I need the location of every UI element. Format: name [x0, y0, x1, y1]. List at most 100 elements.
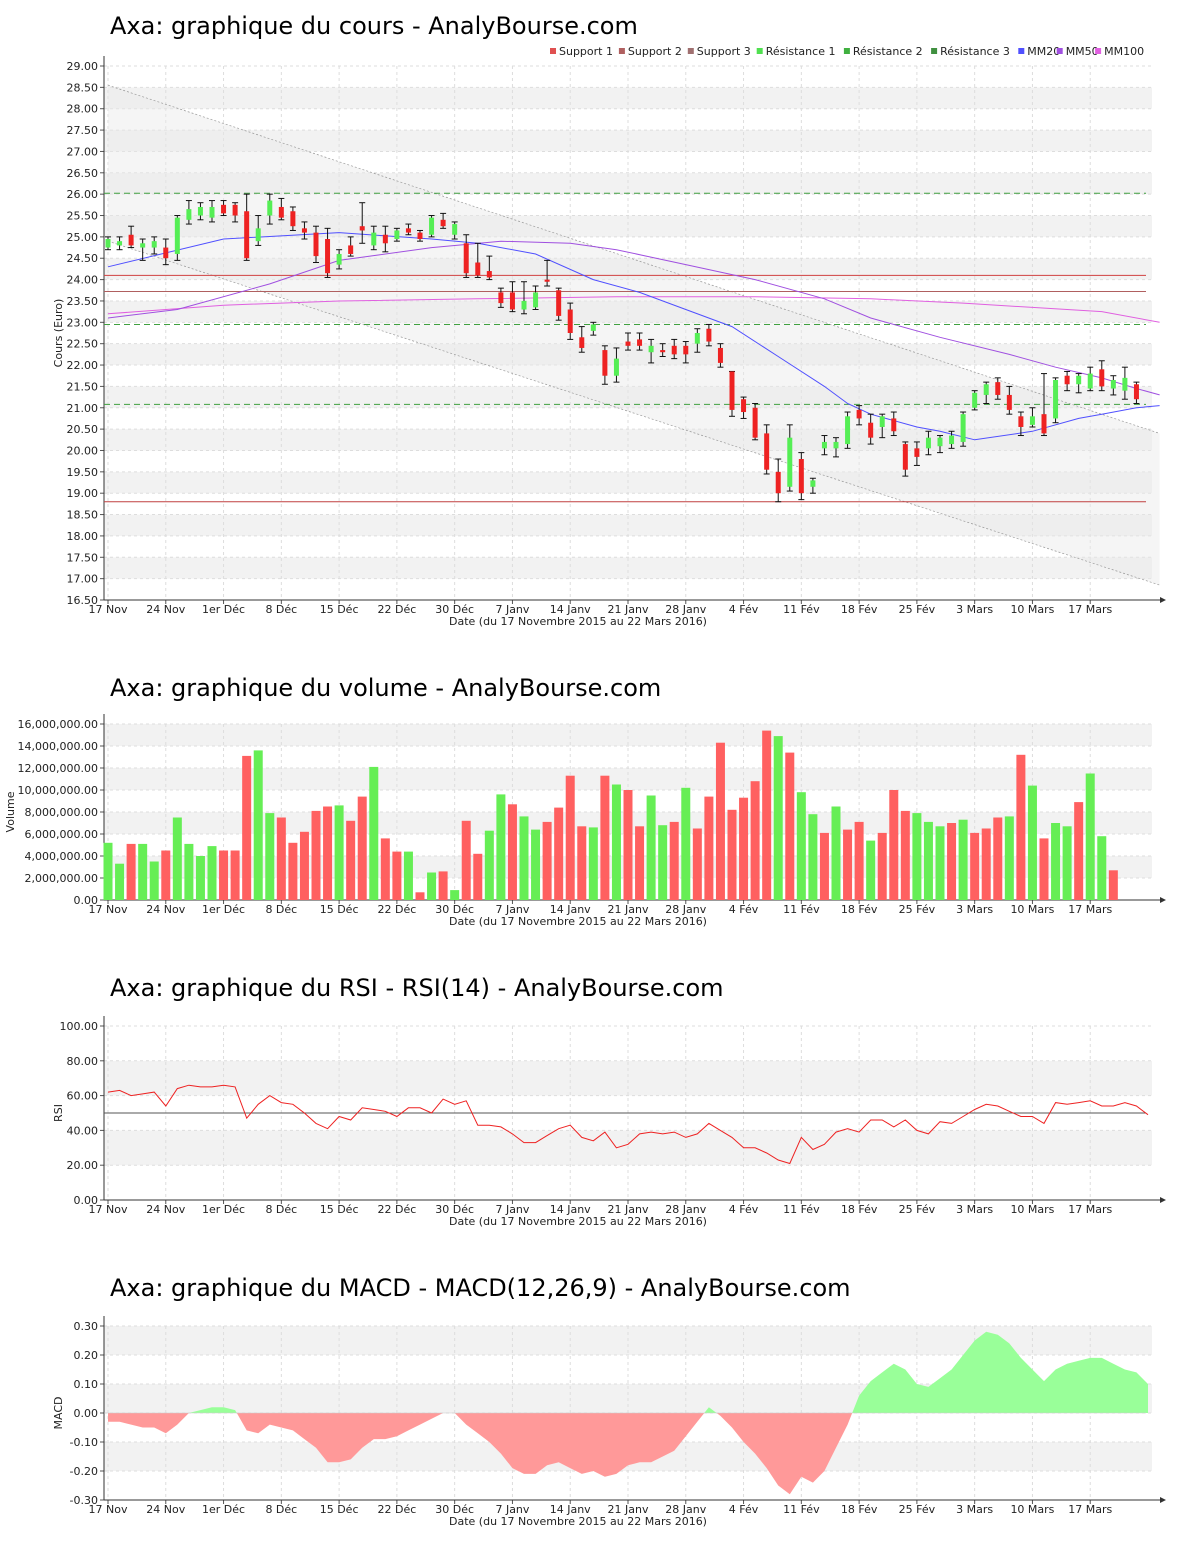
- volume-bar: [346, 820, 356, 900]
- candle-body: [463, 243, 469, 274]
- candle-body: [613, 358, 619, 376]
- volume-bar: [588, 827, 598, 900]
- y-tick-label: 0.20: [74, 1349, 99, 1362]
- candle-body: [197, 206, 203, 216]
- grid-band: [104, 1026, 1152, 1061]
- volume-bar: [704, 796, 714, 900]
- grid-band: [104, 172, 1152, 195]
- x-tick-label: 25 Fév: [899, 903, 936, 916]
- volume-bar: [1027, 785, 1037, 900]
- volume-bar: [149, 861, 159, 900]
- candle-body: [706, 328, 712, 342]
- volume-bar: [380, 838, 390, 900]
- volume-bar: [450, 890, 460, 900]
- legend-entry: Résistance 1: [766, 45, 836, 58]
- y-tick-label: 25.00: [67, 231, 99, 244]
- candle-body: [660, 350, 666, 353]
- x-tick-label: 14 Janv: [550, 1203, 591, 1216]
- x-tick-label: 3 Mars: [956, 903, 993, 916]
- x-tick-label: 3 Mars: [956, 1503, 993, 1516]
- chart-title: Axa: graphique du RSI - RSI(14) - AnalyB…: [110, 974, 724, 1002]
- candle-body: [475, 262, 481, 276]
- candle-body: [902, 444, 908, 470]
- volume-bar: [796, 792, 806, 900]
- legend-swatch: [1018, 48, 1025, 54]
- grid-band: [104, 557, 1152, 579]
- x-tick-label: 3 Mars: [956, 603, 993, 616]
- grid-band: [104, 108, 1152, 131]
- y-tick-label: 27.50: [67, 124, 99, 137]
- x-tick-label: 28 Janv: [665, 1203, 706, 1216]
- legend-swatch: [550, 48, 556, 54]
- x-tick-label: 21 Janv: [608, 1503, 649, 1516]
- x-tick-label: 14 Janv: [550, 603, 591, 616]
- candle-body: [741, 399, 747, 413]
- legend-entry: Support 1: [559, 45, 613, 58]
- chart-title: Axa: graphique du MACD - MACD(12,26,9) -…: [110, 1274, 851, 1302]
- candle-body: [833, 441, 839, 449]
- y-tick-label: 16,000,000.00: [18, 718, 98, 731]
- volume-bar: [1051, 823, 1061, 900]
- volume-bar: [357, 796, 367, 900]
- candle-body: [371, 232, 377, 246]
- volume-bar: [531, 829, 541, 900]
- y-tick-label: 40.00: [67, 1124, 99, 1137]
- x-tick-label: 17 Mars: [1068, 603, 1112, 616]
- candle-body: [949, 435, 955, 445]
- legend-swatch: [1095, 48, 1102, 54]
- x-tick-label: 28 Janv: [665, 603, 706, 616]
- y-tick-label: 20.00: [67, 1159, 99, 1172]
- y-axis-label: Cours (Euro): [52, 299, 65, 368]
- panel-0: Axa: graphique du cours - AnalyBourse.co…: [52, 12, 1166, 628]
- y-tick-label: 29.00: [67, 60, 99, 73]
- candle-body: [602, 350, 608, 376]
- x-tick-label: 24 Nov: [146, 603, 185, 616]
- legend-entry: MM100: [1104, 45, 1144, 58]
- y-tick-label: 19.00: [67, 487, 99, 500]
- x-tick-label: 4 Fév: [729, 603, 759, 616]
- candle-body: [671, 345, 677, 355]
- legend-entry: Support 2: [628, 45, 682, 58]
- volume-bar: [161, 850, 171, 900]
- x-tick-label: 7 Janv: [495, 1503, 529, 1516]
- volume-bar: [785, 752, 795, 900]
- legend-swatch: [843, 48, 850, 54]
- y-tick-label: 0.00: [74, 894, 99, 907]
- macd-negative-area: [108, 1413, 1148, 1495]
- legend-swatch: [756, 48, 763, 54]
- x-axis-arrow: [1160, 1197, 1166, 1203]
- x-tick-label: 1er Déc: [202, 903, 245, 916]
- candle-body: [544, 279, 550, 282]
- x-tick-label: 8 Déc: [265, 903, 297, 916]
- x-tick-label: 1er Déc: [202, 603, 245, 616]
- volume-bar: [507, 804, 517, 900]
- candle-body: [694, 333, 700, 344]
- x-tick-label: 17 Mars: [1068, 1203, 1112, 1216]
- volume-bar: [242, 755, 252, 900]
- volume-bar: [739, 797, 749, 900]
- volume-bar: [692, 828, 702, 900]
- x-tick-label: 11 Fév: [783, 903, 820, 916]
- volume-bar: [103, 842, 113, 900]
- x-tick-label: 24 Nov: [146, 1203, 185, 1216]
- candle-body: [821, 441, 827, 449]
- volume-bar: [230, 850, 240, 900]
- x-tick-label: 18 Fév: [841, 603, 878, 616]
- y-tick-label: 23.50: [67, 295, 99, 308]
- candle-body: [1053, 379, 1059, 419]
- x-tick-label: 17 Nov: [89, 603, 128, 616]
- volume-bar: [219, 850, 229, 900]
- candle-body: [521, 300, 527, 310]
- candle-body: [209, 206, 215, 218]
- y-tick-label: 26.50: [67, 167, 99, 180]
- grid-band: [104, 66, 1152, 88]
- x-tick-label: 21 Janv: [608, 1203, 649, 1216]
- trend-channel: [108, 85, 1160, 586]
- candle-body: [1029, 416, 1035, 425]
- legend-entry: Résistance 2: [853, 45, 923, 58]
- candle-body: [787, 437, 793, 487]
- chart-title: Axa: graphique du volume - AnalyBourse.c…: [110, 674, 661, 702]
- volume-bar: [635, 826, 645, 900]
- y-tick-label: 28.00: [67, 103, 99, 116]
- y-tick-label: 19.50: [67, 466, 99, 479]
